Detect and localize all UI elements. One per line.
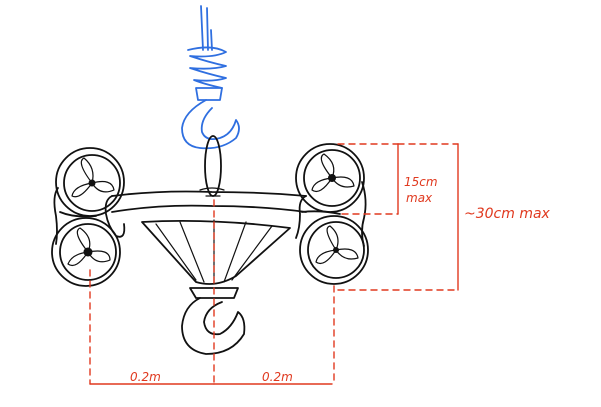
propeller-blades bbox=[311, 153, 355, 193]
motor-hub bbox=[328, 174, 336, 182]
drone-frame bbox=[104, 187, 307, 239]
left-strut bbox=[104, 195, 126, 238]
motor-hub bbox=[83, 247, 93, 257]
hoist-cable bbox=[200, 5, 213, 51]
dimension-annotations bbox=[89, 143, 459, 385]
rotor-height-label-line2: max bbox=[406, 191, 433, 205]
rotor-guard-inner bbox=[303, 149, 361, 207]
rotor-top-right bbox=[295, 143, 365, 213]
lift-ring bbox=[204, 135, 222, 197]
total-height-label: ~30cm max bbox=[464, 206, 551, 222]
rotor-top-left bbox=[55, 147, 125, 217]
left-span-label: 0.2m bbox=[130, 370, 161, 384]
lower-crane-hook bbox=[181, 297, 246, 355]
upper-crane-hook bbox=[181, 5, 240, 150]
sling-funnel bbox=[141, 219, 291, 285]
sling-lines bbox=[155, 219, 273, 285]
right-rotor-bracket bbox=[301, 181, 367, 247]
propeller-blades bbox=[71, 157, 115, 198]
motor-hub bbox=[333, 247, 339, 253]
right-strut bbox=[295, 195, 307, 239]
rotor-bottom-left bbox=[51, 217, 121, 287]
rotor-height-label-line1: 15cm bbox=[404, 175, 438, 189]
lower-hook-block bbox=[189, 287, 239, 299]
frame-crossbar bbox=[111, 190, 307, 213]
hook-block bbox=[195, 87, 223, 101]
rotor-bottom-right bbox=[299, 215, 369, 285]
right-span-label: 0.2m bbox=[262, 370, 293, 384]
center-mount bbox=[199, 187, 225, 197]
rotor-guard-inner bbox=[307, 221, 365, 279]
rotor-guard-outer bbox=[51, 217, 121, 287]
hook-spring-coil bbox=[187, 46, 227, 89]
rotor-guard-inner bbox=[59, 223, 117, 281]
propeller-blades bbox=[315, 225, 359, 265]
motor-hub bbox=[88, 179, 96, 187]
propeller-blades bbox=[67, 227, 111, 267]
upper-hook-curve bbox=[181, 99, 240, 150]
rotor-guard-inner bbox=[63, 154, 121, 212]
left-rotor-bracket bbox=[53, 187, 97, 245]
rotor-guard-outer bbox=[299, 215, 369, 285]
cargo-sling bbox=[141, 219, 291, 355]
